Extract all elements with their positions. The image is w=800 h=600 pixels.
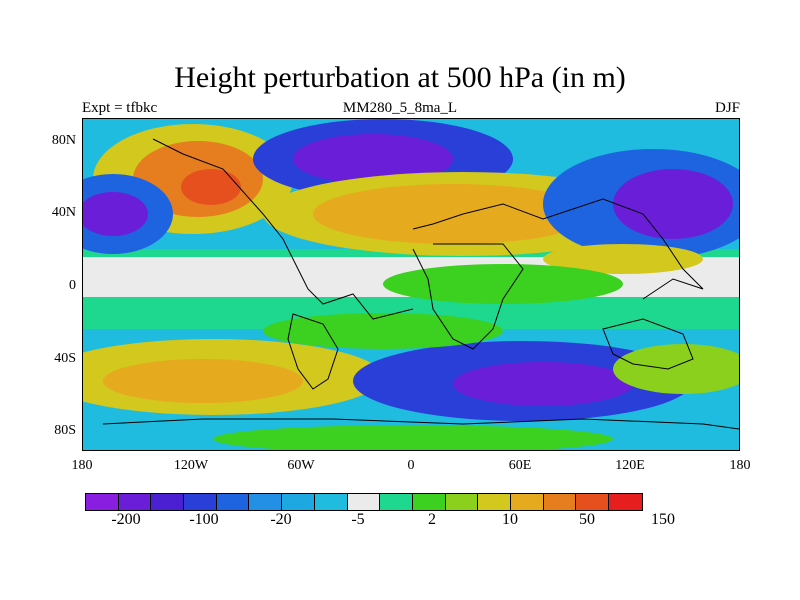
season-label: DJF [714,100,740,116]
colorbar-label: -20 [270,511,292,528]
colorbar-label: -5 [351,511,365,528]
positive-anomaly-australia [613,344,739,394]
colorbar-swatch [478,494,511,510]
coastline-americas [152,138,414,320]
colorbar-swatch [216,494,250,510]
lon-label-60e: 60E [508,458,532,473]
coastline-africa [412,243,524,350]
coastline-south-america [287,313,339,390]
colorbar-label: -100 [189,511,219,528]
positive-anomaly-south-pacific-core [103,359,303,403]
coastline-antarctica [102,418,739,430]
lon-label-120e: 120E [615,458,645,473]
height-perturbation-map [83,119,739,450]
positive-anomaly-asia [543,244,703,274]
negative-anomaly-north-america-core [293,134,453,184]
colorbar-swatch [282,494,315,510]
positive-anomaly-africa [383,264,623,304]
colorbar-swatch [609,494,642,510]
lon-label-60w: 60W [287,458,315,473]
colorbar-label: 50 [579,511,595,528]
lat-label-eq: 0 [69,278,76,293]
colorbar-swatch [347,494,381,510]
colorbar-swatch [184,494,217,510]
colorbar-swatch [314,494,348,510]
colorbar-label: -200 [111,511,141,528]
colorbar-label: 2 [428,511,436,528]
lat-label-40s: 40S [54,351,76,366]
experiment-label: Expt = tfbkc [82,100,158,116]
positive-anomaly-south-atlantic [263,313,503,349]
lon-label-120w: 120W [173,458,209,473]
figure-title: Height perturbation at 500 hPa (in m) [174,61,626,94]
colorbar-swatch [380,494,413,510]
lon-label-180w: 180 [71,458,93,473]
colorbar-swatch [412,494,446,510]
coastline-eurasia [412,198,704,300]
colorbar-swatch [86,494,119,510]
positive-anomaly-atlantic-eurasia-core [313,184,593,244]
model-label: MM280_5_8ma_L [342,100,458,116]
lon-label-0: 0 [407,458,415,473]
colorbar-swatch [445,494,479,510]
positive-anomaly-pacific-peak [181,169,241,205]
colorbar-swatch [576,494,609,510]
lat-label-80s: 80S [54,423,76,438]
lat-label-40n: 40N [51,205,76,220]
negative-anomaly-north-pacific-core [613,169,733,239]
lon-label-180e: 180 [729,458,751,473]
negative-anomaly-southern-ocean-core [453,362,633,406]
colorbar-swatch [249,494,283,510]
colorbar-swatch [543,494,577,510]
coastline-australia [602,318,694,370]
colorbar-label: 10 [502,511,518,528]
colorbar-swatch [118,494,152,510]
map-panel [82,118,740,451]
colorbar [85,493,643,511]
negative-anomaly-west-pacific-core [83,192,148,236]
positive-anomaly-antarctic [213,425,613,450]
lat-label-80n: 80N [51,133,76,148]
colorbar-swatch [151,494,185,510]
colorbar-swatch [510,494,544,510]
colorbar-label: 150 [651,511,675,528]
